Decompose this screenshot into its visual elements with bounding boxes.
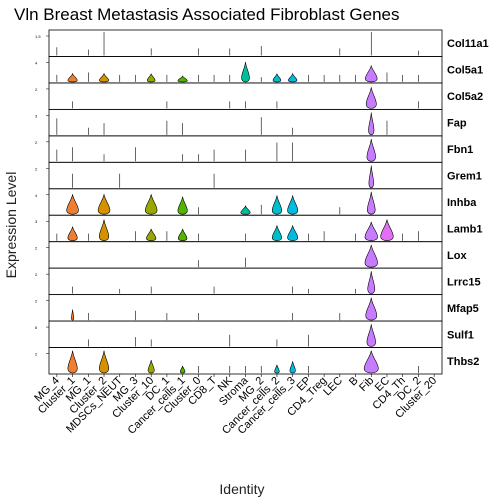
violin — [365, 87, 377, 109]
gene-panel: 2 Lrrc15 — [35, 267, 481, 296]
gene-label: Lrrc15 — [447, 276, 481, 288]
violin — [99, 350, 110, 374]
violin — [363, 350, 379, 374]
y-tick-label: 2 — [35, 87, 38, 92]
panel-frame — [48, 161, 443, 190]
violin — [177, 228, 188, 241]
gene-panel: 2 Mfap5 — [35, 294, 479, 322]
violin — [380, 219, 394, 241]
gene-label: Mfap5 — [447, 303, 479, 315]
gene-label: Col11a1 — [447, 38, 489, 50]
x-axis-label: Identity — [219, 481, 264, 497]
violin — [367, 191, 376, 215]
violin — [147, 360, 155, 374]
gene-label: Inhba — [447, 197, 477, 209]
gene-label: Col5a1 — [447, 65, 483, 77]
violin — [71, 309, 75, 321]
panel-frame — [48, 267, 443, 296]
gene-label: Lamb1 — [447, 223, 482, 235]
gene-label: Grem1 — [447, 171, 482, 183]
y-axis-label: Expression Level — [3, 172, 19, 279]
y-tick-label: 3 — [35, 113, 38, 118]
violin — [365, 65, 378, 83]
panel-frame — [48, 294, 443, 322]
x-tick-labels: MG_4Cluster_1MG_1Cluster_2MDSCs_NEUTMG_3… — [32, 374, 439, 437]
violin — [366, 324, 376, 347]
y-tick-label: 2 — [35, 272, 38, 277]
violin — [67, 72, 78, 83]
y-tick-label: 1.5 — [35, 34, 41, 39]
gene-panel: 3 Lamb1 — [35, 214, 482, 243]
gene-label: Col5a2 — [447, 91, 483, 103]
violin — [179, 365, 186, 374]
y-tick-label: 6 — [35, 325, 38, 330]
violin — [177, 196, 188, 215]
gene-panel: 2 Col5a2 — [35, 82, 483, 110]
violin — [274, 364, 280, 374]
violin — [99, 219, 110, 241]
gene-label: Lox — [447, 250, 467, 262]
violin — [67, 226, 78, 241]
violin — [287, 195, 299, 215]
violin — [67, 350, 78, 374]
gene-panel: 2 Lox — [35, 241, 467, 269]
violin — [368, 165, 374, 189]
violin — [288, 72, 298, 83]
violin — [97, 194, 111, 215]
y-tick-label: 4 — [35, 193, 38, 198]
violin — [144, 194, 158, 215]
gene-label: Fbn1 — [447, 144, 473, 156]
violin — [177, 75, 188, 83]
violin — [240, 204, 251, 215]
gene-panel: 2 Grem1 — [35, 161, 482, 190]
gene-panel: 6 Sulf1 — [35, 320, 474, 348]
violin — [271, 195, 282, 215]
panel-frame — [48, 320, 443, 348]
gene-label: Sulf1 — [447, 329, 474, 341]
y-tick-label: 3 — [35, 219, 38, 224]
violin — [366, 138, 376, 162]
x-tick-label: LEC — [321, 375, 345, 399]
violin — [364, 244, 378, 268]
gene-panel: 1.5 Col11a1 — [35, 29, 489, 57]
violin — [367, 271, 376, 294]
gene-panels: 1.5 Col11a1 4 Col5a1 2 Col5a2 3 Fap 2 Fbn1 2 Grem1 4… — [35, 29, 489, 375]
violin — [368, 112, 375, 136]
violin — [364, 221, 378, 241]
y-tick-label: 2 — [35, 246, 38, 251]
violin — [241, 61, 250, 83]
gene-label: Thbs2 — [447, 356, 479, 368]
y-tick-label: 4 — [35, 60, 38, 65]
violin — [272, 73, 282, 83]
violin — [271, 225, 282, 241]
violin — [287, 225, 299, 241]
y-tick-label: 2 — [35, 299, 38, 304]
gene-panel: 2 Thbs2 — [35, 347, 479, 375]
violin — [289, 361, 296, 374]
violin — [146, 73, 156, 83]
y-tick-label: 2 — [35, 352, 38, 357]
gene-panel: 3 Fap — [35, 108, 467, 137]
violin — [365, 297, 378, 321]
gene-panel: 4 Col5a1 — [35, 56, 483, 84]
panel-frame — [48, 29, 443, 57]
gene-panel: 2 Fbn1 — [35, 135, 473, 163]
violin — [99, 72, 110, 83]
violin — [146, 228, 157, 241]
y-tick-label: 2 — [35, 166, 38, 171]
gene-label: Fap — [447, 118, 467, 130]
violin — [66, 194, 79, 215]
chart-title: Vln Breast Metastasis Associated Fibrobl… — [14, 5, 400, 24]
panel-frame — [48, 108, 443, 137]
gene-panel: 4 Inhba — [35, 188, 477, 216]
y-tick-label: 2 — [35, 140, 38, 145]
